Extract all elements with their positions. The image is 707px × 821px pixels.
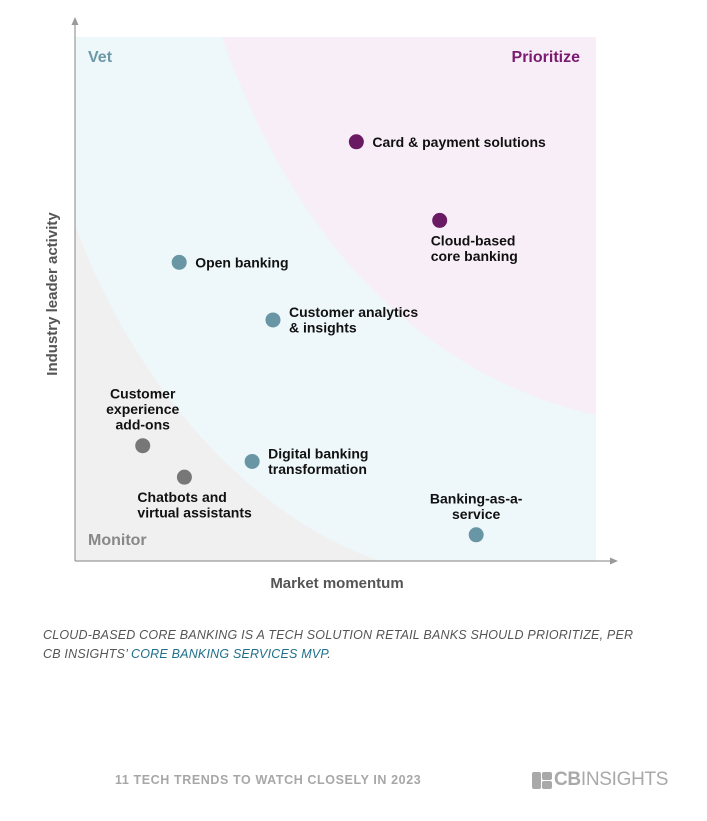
caption-text: CLOUD-BASED CORE BANKING IS A TECH SOLUT… — [43, 628, 634, 661]
logo-text-bold: CB — [554, 769, 581, 790]
point-label-customer-analytics-insights: Customer analytics & insights — [289, 304, 418, 336]
x-axis-label: Market momentum — [270, 575, 403, 592]
prioritize-zone — [222, 37, 596, 415]
cb-insights-logo[interactable]: CBINSIGHTS — [532, 769, 668, 791]
y-axis-arrow — [71, 17, 79, 25]
point-label-digital-banking-transformation: Digital banking transformation — [268, 446, 368, 478]
point-banking-as-a-service — [468, 527, 484, 543]
point-label-open-banking: Open banking — [195, 254, 288, 270]
footer-title: 11 TECH TRENDS TO WATCH CLOSELY IN 2023 — [115, 773, 422, 787]
point-label-banking-as-a-service: Banking-as-a-service — [430, 490, 523, 522]
point-label-card-payment-solutions: Card & payment solutions — [372, 134, 546, 150]
axes — [71, 17, 618, 565]
quadrant-label-prioritize: Prioritize — [512, 49, 581, 66]
point-label-cloud-based-core-banking: Cloud-based core banking — [431, 232, 518, 264]
point-chatbots-and-virtual-assistants — [176, 469, 192, 485]
cb-insights-logo-icon — [532, 771, 552, 789]
x-axis-arrow — [610, 557, 618, 565]
point-digital-banking-transformation — [244, 453, 260, 469]
logo-text: CBINSIGHTS — [554, 769, 668, 791]
y-axis-label: Industry leader activity — [44, 212, 61, 376]
monitor-zone — [75, 225, 380, 561]
chart: Vet Prioritize Monitor Market momentum I… — [44, 17, 618, 592]
point-label-chatbots-and-virtual-assistants: Chatbots and virtual assistants — [137, 489, 252, 520]
point-label-customer-experience-add-ons: Customer experience add-ons — [106, 386, 179, 433]
caption: CLOUD-BASED CORE BANKING IS A TECH SOLUT… — [43, 626, 643, 664]
point-customer-analytics-insights — [265, 312, 281, 328]
points-layer: Card & payment solutions Cloud-based core … — [106, 134, 546, 543]
point-cloud-based-core-banking — [432, 212, 448, 228]
quadrant-label-monitor: Monitor — [88, 532, 147, 549]
logo-text-light: INSIGHTS — [580, 769, 669, 790]
caption-link[interactable]: CORE BANKING SERVICES MVP — [131, 647, 328, 661]
point-customer-experience-add-ons — [135, 438, 151, 454]
point-card-payment-solutions — [348, 134, 364, 150]
caption-end: . — [327, 647, 331, 661]
point-open-banking — [171, 254, 187, 270]
quadrant-label-vet: Vet — [88, 49, 113, 66]
